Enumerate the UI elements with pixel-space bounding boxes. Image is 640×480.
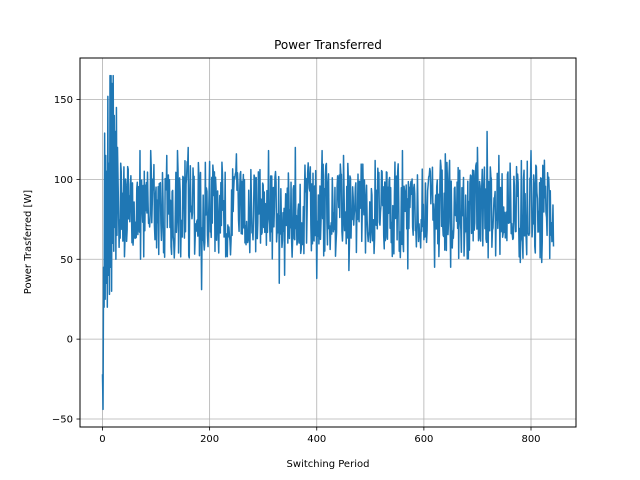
chart-title: Power Transferred xyxy=(274,38,382,52)
y-tick-label: 50 xyxy=(60,255,73,266)
x-axis-label: Switching Period xyxy=(287,459,370,470)
x-axis: 0 200 400 600 800 xyxy=(99,427,541,445)
y-axis: −50 0 50 100 150 xyxy=(52,95,80,426)
x-tick-label: 400 xyxy=(307,434,326,445)
axes-frame xyxy=(79,57,577,428)
x-tick-label: 800 xyxy=(521,434,540,445)
y-tick-label: 150 xyxy=(54,95,73,106)
y-tick-label: 100 xyxy=(54,175,73,186)
series-line xyxy=(101,74,555,411)
y-axis-label: Power Trasferred [W] xyxy=(23,190,34,294)
x-tick-label: 0 xyxy=(99,434,105,445)
x-tick-label: 200 xyxy=(200,434,219,445)
x-tick-label: 600 xyxy=(414,434,433,445)
y-tick-label: −50 xyxy=(52,415,73,426)
y-tick-label: 0 xyxy=(67,335,73,346)
plot-area xyxy=(101,74,555,411)
